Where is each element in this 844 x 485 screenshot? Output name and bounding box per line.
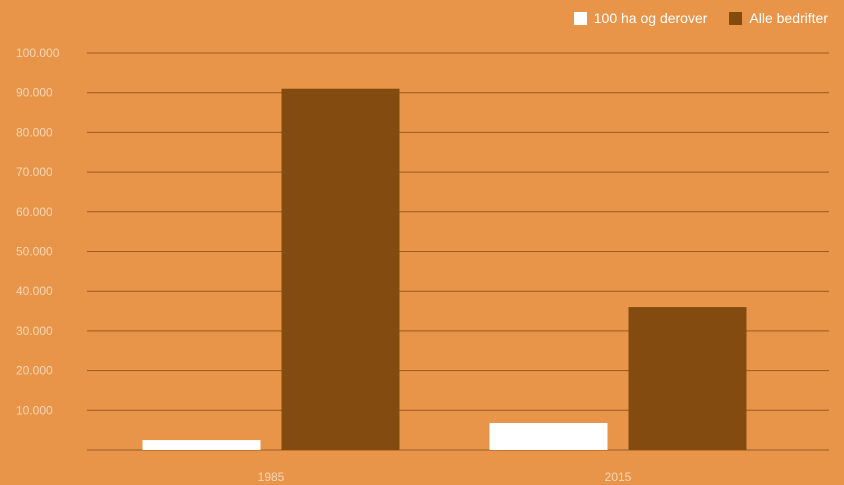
legend-label-all-farms: Alle bedrifter: [749, 10, 828, 26]
y-tick-label: 60.000: [16, 205, 53, 219]
y-tick-label: 100.000: [16, 46, 60, 60]
legend-swatch-small-farms: [573, 11, 587, 25]
legend-item-small-farms[interactable]: 100 ha og derover: [573, 10, 708, 26]
y-tick-label: 70.000: [16, 165, 53, 179]
y-tick-label: 20.000: [16, 364, 53, 378]
y-tick-label: 90.000: [16, 86, 53, 100]
legend-label-small-farms: 100 ha og derover: [593, 10, 708, 26]
legend: 100 ha og derover Alle bedrifter: [573, 10, 828, 26]
x-category-label: 2015: [605, 470, 632, 484]
bar-small-farms-2015[interactable]: [489, 423, 608, 450]
legend-swatch-all-farms: [729, 11, 743, 25]
bar-small-farms-1985[interactable]: [142, 440, 261, 450]
y-tick-label: 50.000: [16, 245, 53, 259]
y-tick-label: 30.000: [16, 324, 53, 338]
y-tick-label: 40.000: [16, 284, 53, 298]
y-tick-label: 80.000: [16, 125, 53, 139]
bar-all-farms-1985[interactable]: [281, 88, 400, 450]
legend-item-all-farms[interactable]: Alle bedrifter: [729, 10, 828, 26]
y-tick-label: 10.000: [16, 403, 53, 417]
bar-all-farms-2015[interactable]: [628, 307, 747, 450]
x-category-label: 1985: [258, 470, 285, 484]
